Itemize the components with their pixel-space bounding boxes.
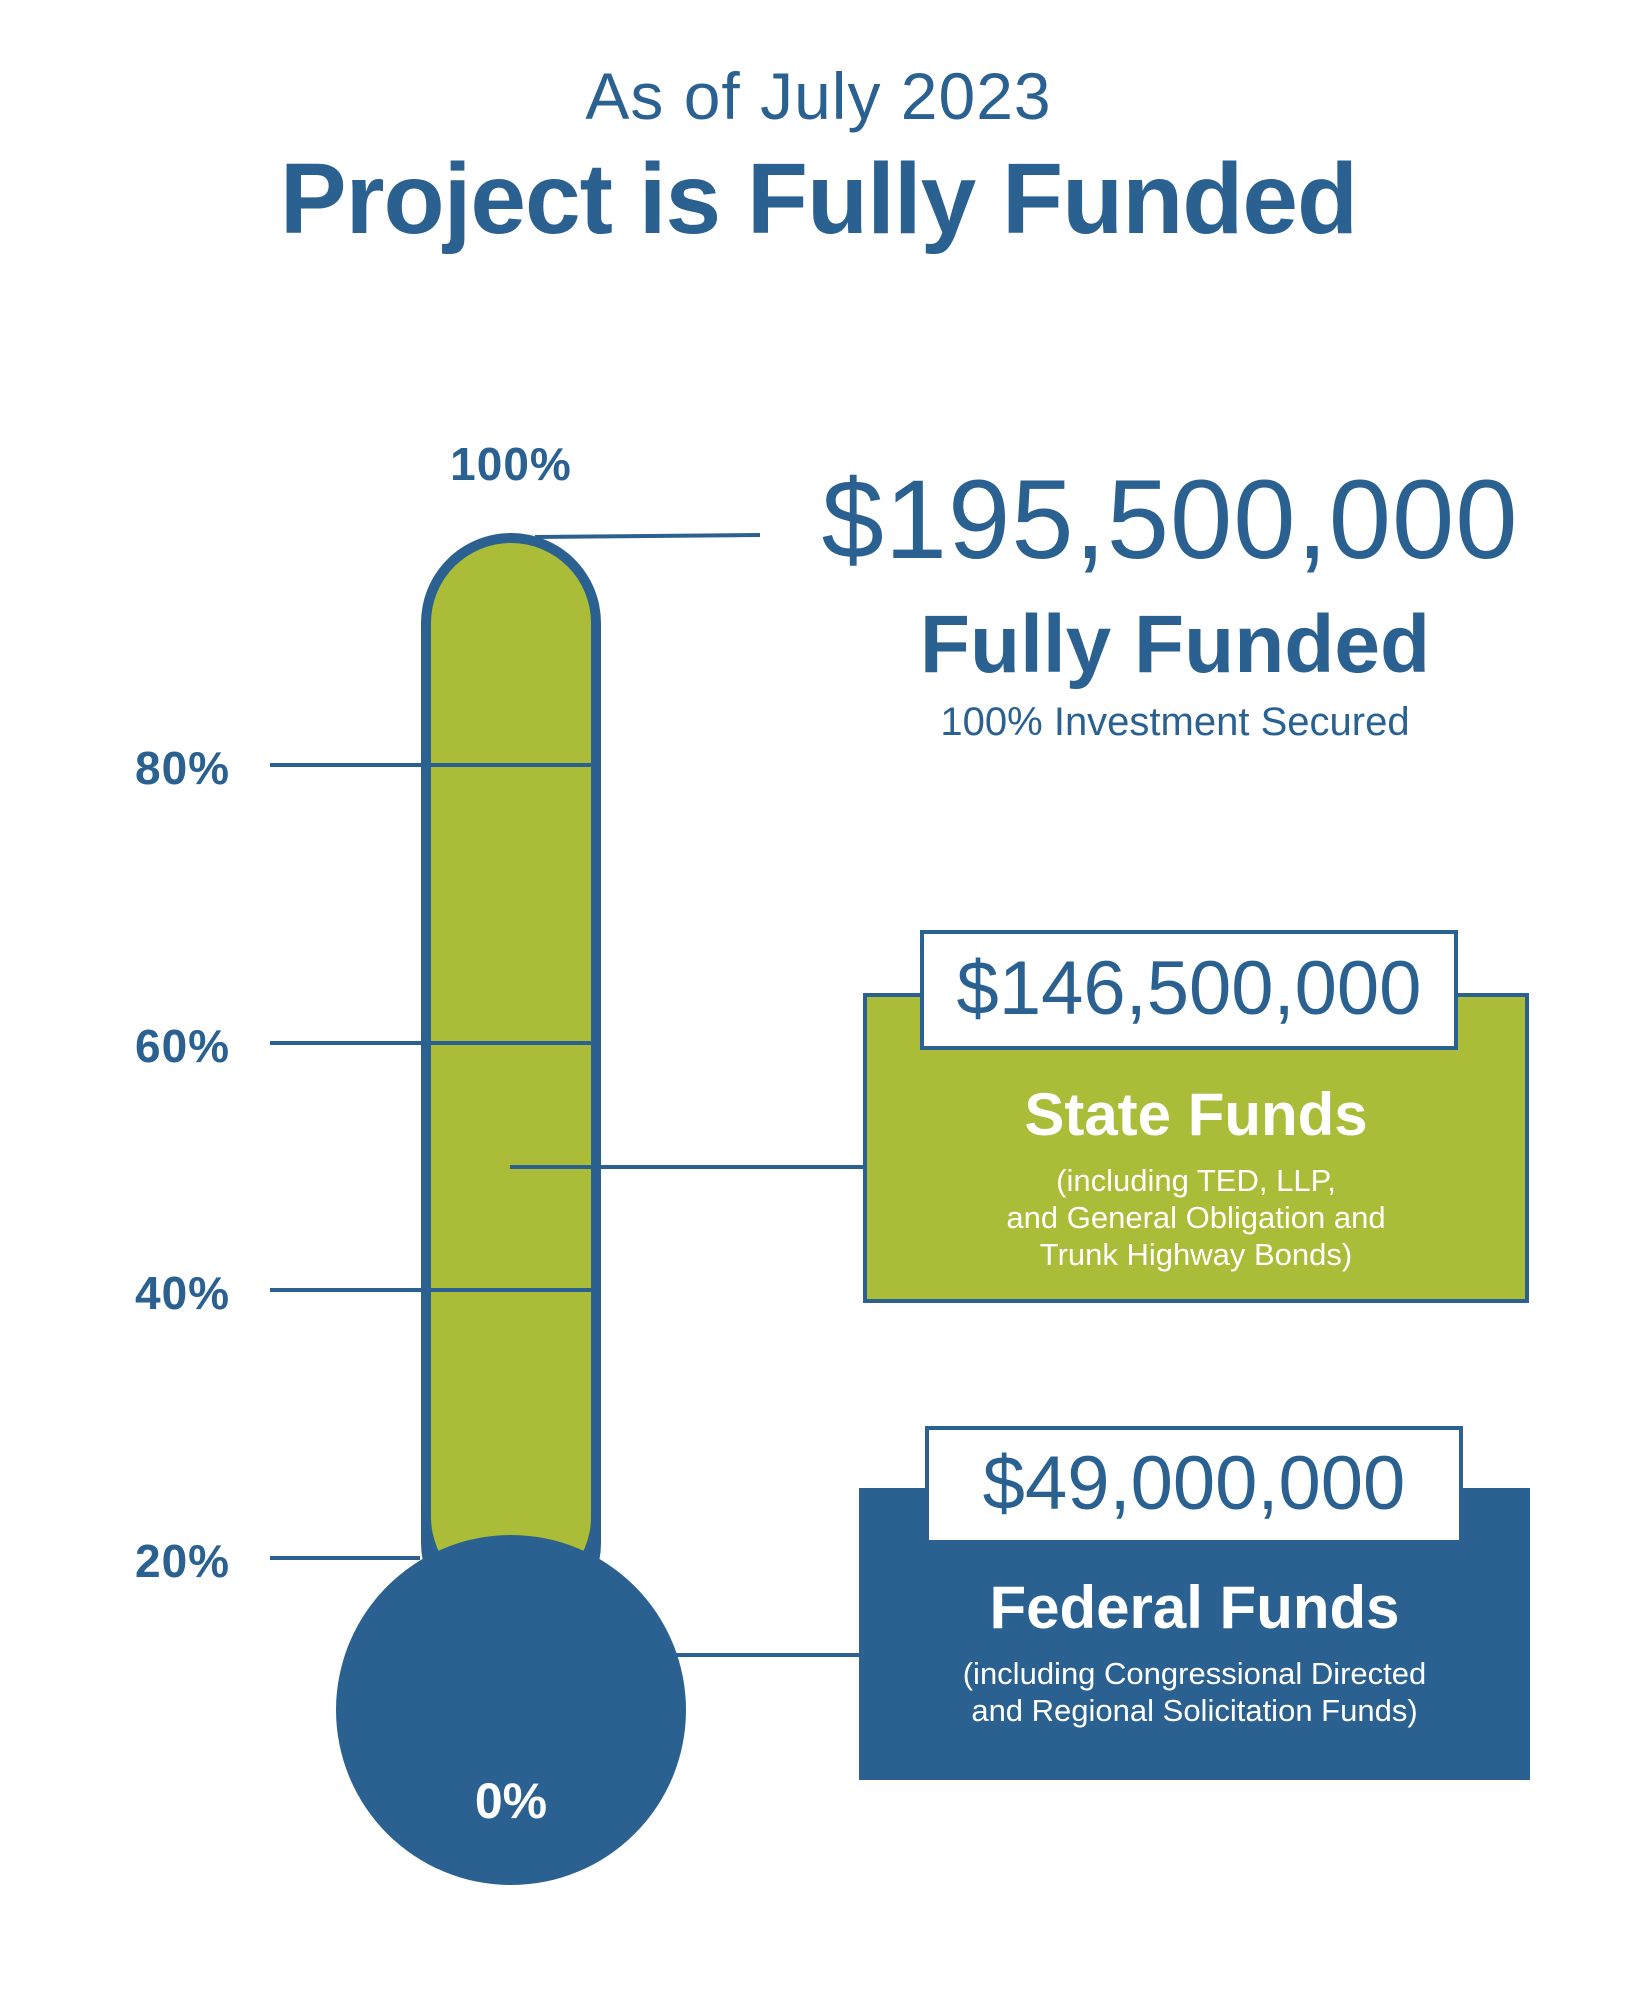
- federal-note-line: and Regional Solicitation Funds): [971, 1693, 1418, 1728]
- federal-funds-amount: $49,000,000: [925, 1426, 1463, 1544]
- tick-label-80: 80%: [135, 742, 230, 794]
- tick-label-20: 20%: [135, 1535, 230, 1587]
- tick-label-0: 0%: [475, 1773, 547, 1829]
- federal-funds-note: (including Congressional Directed and Re…: [880, 1655, 1509, 1729]
- fill-state-funds: [431, 543, 591, 1597]
- connector-total: [534, 533, 761, 539]
- tick-label-100: 100%: [450, 438, 572, 490]
- state-note-line: and General Obligation and: [1006, 1200, 1386, 1235]
- state-note-line: Trunk Highway Bonds): [1039, 1237, 1353, 1272]
- state-funds-note: (including TED, LLP, and General Obligat…: [900, 1162, 1492, 1273]
- chart-subtitle: As of July 2023: [585, 59, 1052, 133]
- tick-label-60: 60%: [135, 1020, 230, 1072]
- chart-title: Project is Fully Funded: [279, 143, 1358, 255]
- total-note: 100% Investment Secured: [940, 700, 1410, 744]
- federal-funds-label: Federal Funds: [989, 1574, 1400, 1641]
- state-funds-label: State Funds: [1024, 1081, 1368, 1148]
- thermometer-bulb: [336, 1535, 686, 1885]
- state-note-line: (including TED, LLP,: [1056, 1163, 1336, 1198]
- tick-label-40: 40%: [135, 1267, 230, 1319]
- total-amount: $195,500,000: [821, 457, 1519, 582]
- state-funds-amount: $146,500,000: [920, 930, 1458, 1050]
- federal-note-line: (including Congressional Directed: [962, 1656, 1427, 1691]
- total-status: Fully Funded: [919, 599, 1431, 690]
